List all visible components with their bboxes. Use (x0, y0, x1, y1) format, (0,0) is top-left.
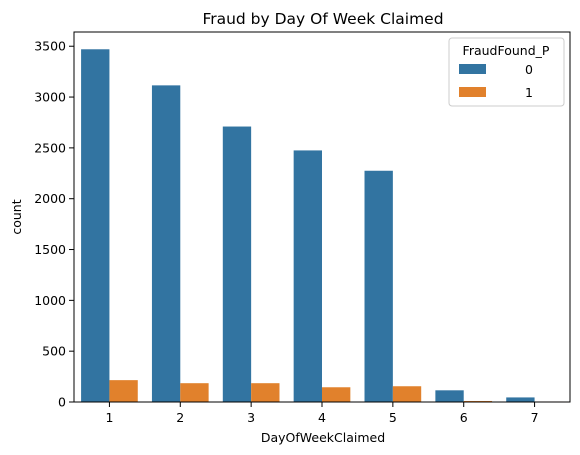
y-axis-ticks: 0 500 1000 1500 2000 2500 3000 3500 (34, 39, 74, 410)
y-tick-label: 0 (58, 395, 66, 410)
bars-group (81, 49, 563, 403)
bar-series-0-day-7 (506, 397, 535, 402)
y-tick-label: 500 (42, 344, 66, 359)
x-tick-label: 7 (531, 410, 539, 425)
x-tick-label: 6 (460, 410, 468, 425)
y-tick-label: 1000 (34, 293, 66, 308)
bar-series-1-day-2 (180, 383, 209, 402)
x-tick-label: 2 (176, 410, 184, 425)
y-axis-label: count (9, 199, 24, 234)
bar-series-0-day-1 (81, 49, 110, 403)
y-tick-label: 2000 (34, 191, 66, 206)
x-tick-label: 5 (389, 410, 397, 425)
bar-series-0-day-2 (151, 85, 181, 402)
legend-label-1: 1 (525, 85, 533, 100)
x-tick-label: 4 (318, 410, 326, 425)
bar-series-1-day-6 (463, 400, 493, 402)
legend: FraudFound_P 0 1 (448, 37, 565, 107)
legend-swatch-0 (459, 64, 486, 74)
y-tick-label: 3500 (34, 39, 66, 54)
bar-series-1-day-1 (109, 380, 138, 402)
y-tick-label: 1500 (34, 242, 66, 257)
bar-series-0-day-3 (222, 126, 252, 403)
chart-title: Fraud by Day Of Week Claimed (202, 10, 443, 28)
plot-frame (73, 31, 571, 403)
y-tick-label: 2500 (34, 140, 66, 155)
x-axis-label: DayOfWeekClaimed (261, 430, 385, 445)
bar-series-1-day-4 (322, 387, 351, 402)
bar-series-0-day-4 (293, 150, 322, 402)
legend-title: FraudFound_P (463, 43, 550, 58)
y-tick-label: 3000 (34, 90, 66, 105)
legend-label-0: 0 (525, 62, 533, 77)
x-axis-ticks: 1 2 3 4 5 6 7 (105, 402, 539, 425)
x-tick-label: 3 (247, 410, 255, 425)
bar-series-0-day-6 (435, 390, 464, 402)
legend-swatch-1 (459, 87, 486, 97)
bar-series-1-day-3 (251, 383, 280, 402)
bar-series-0-day-5 (364, 170, 393, 402)
x-tick-label: 1 (105, 410, 113, 425)
bar-series-1-day-5 (392, 386, 422, 402)
